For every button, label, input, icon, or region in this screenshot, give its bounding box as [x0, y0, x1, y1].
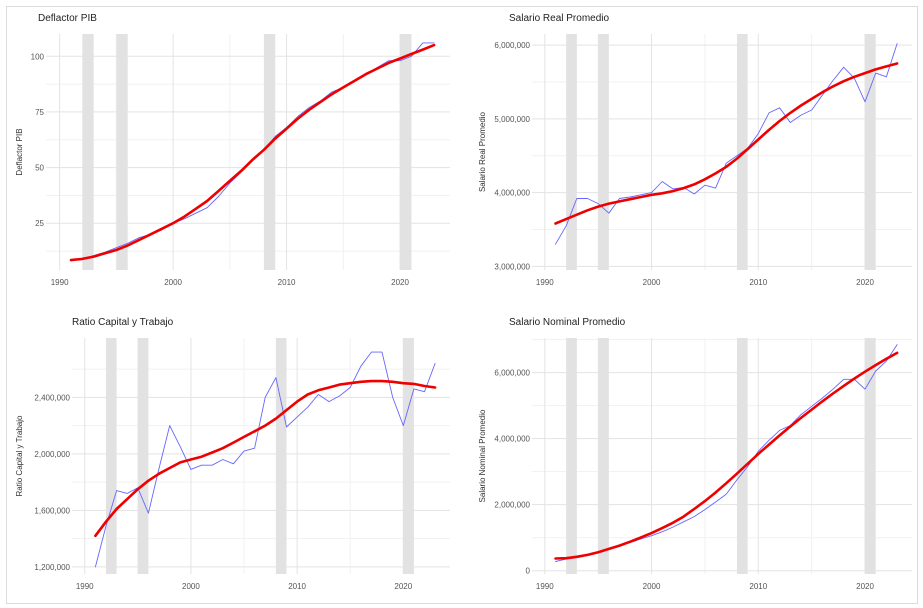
- y-axis-label: Ratio Capital y Trabajo: [15, 415, 24, 496]
- shaded-period: [865, 34, 876, 270]
- x-tick-label: 2010: [749, 582, 767, 591]
- x-tick-label: 2020: [856, 582, 874, 591]
- shaded-period: [598, 34, 609, 270]
- y-tick-label: 0: [526, 567, 531, 576]
- y-tick-label: 5,000,000: [494, 115, 530, 124]
- y-tick-label: 25: [35, 219, 44, 228]
- y-axis-label: Deflactor PIB: [15, 128, 24, 175]
- panel-title: Deflactor PIB: [38, 13, 97, 24]
- series-line-actual: [94, 351, 436, 568]
- y-tick-label: 4,000,000: [494, 189, 530, 198]
- x-tick-label: 2000: [643, 278, 661, 287]
- x-tick-label: 1990: [536, 278, 554, 287]
- shaded-period: [82, 34, 94, 270]
- y-tick-label: 2,400,000: [34, 393, 70, 402]
- y-tick-label: 75: [35, 108, 44, 117]
- y-tick-label: 2,000,000: [34, 450, 70, 459]
- panel-2: 1990 2000 2010 2020 3,000,000 4,000,000 5,000,…: [478, 13, 912, 287]
- x-tick-label: 2010: [749, 278, 767, 287]
- shaded-period: [137, 338, 149, 574]
- y-tick-label: 1,600,000: [34, 506, 70, 515]
- shaded-period: [598, 338, 609, 574]
- panel-title: Salario Nominal Promedio: [509, 317, 626, 328]
- y-axis-label: Salario Real Promedio: [478, 111, 487, 192]
- x-tick-label: 2020: [856, 278, 874, 287]
- shaded-period: [566, 338, 577, 574]
- y-tick-label: 100: [31, 52, 45, 61]
- shaded-period: [116, 34, 128, 270]
- y-tick-label: 3,000,000: [494, 262, 530, 271]
- series-line-trend: [554, 62, 899, 225]
- x-tick-label: 1990: [536, 582, 554, 591]
- shaded-period: [566, 34, 577, 270]
- shaded-period: [865, 338, 876, 574]
- shaded-period: [275, 338, 287, 574]
- panel-4: 1990 2000 2010 2020 0 2,000,000 4,000,000 6,000…: [478, 317, 912, 591]
- shaded-period: [403, 338, 414, 574]
- x-tick-label: 2010: [288, 582, 306, 591]
- panel-1: 1990 2000 2010 2020 25 50 75 100 Deflactor PIB De…: [15, 13, 450, 287]
- shaded-period: [263, 34, 276, 270]
- y-axis-label: Salario Nominal Promedio: [478, 409, 487, 502]
- panel-3: 1990 2000 2010 2020 1,200,000 1,600,000 2,000,…: [15, 317, 450, 591]
- x-tick-label: 2000: [182, 582, 200, 591]
- series-line-trend: [94, 379, 437, 538]
- series-line-actual: [555, 43, 898, 245]
- y-tick-label: 1,200,000: [34, 563, 70, 572]
- x-tick-label: 1990: [76, 582, 94, 591]
- x-tick-label: 2000: [164, 278, 182, 287]
- x-tick-label: 2020: [394, 582, 412, 591]
- x-tick-label: 2010: [278, 278, 296, 287]
- y-tick-label: 2,000,000: [494, 501, 530, 510]
- series-line-trend: [69, 43, 436, 262]
- x-tick-label: 2000: [643, 582, 661, 591]
- shaded-period: [736, 338, 748, 574]
- figure-frame: [6, 6, 918, 604]
- x-tick-label: 1990: [51, 278, 69, 287]
- shaded-period: [400, 34, 412, 270]
- series-line-trend: [554, 351, 899, 560]
- shaded-period: [105, 338, 117, 574]
- x-tick-label: 2020: [391, 278, 409, 287]
- y-tick-label: 6,000,000: [494, 41, 530, 50]
- y-tick-label: 4,000,000: [494, 435, 530, 444]
- panel-title: Ratio Capital y Trabajo: [72, 317, 174, 328]
- y-tick-label: 50: [35, 164, 44, 173]
- panel-title: Salario Real Promedio: [509, 13, 609, 24]
- y-tick-label: 6,000,000: [494, 369, 530, 378]
